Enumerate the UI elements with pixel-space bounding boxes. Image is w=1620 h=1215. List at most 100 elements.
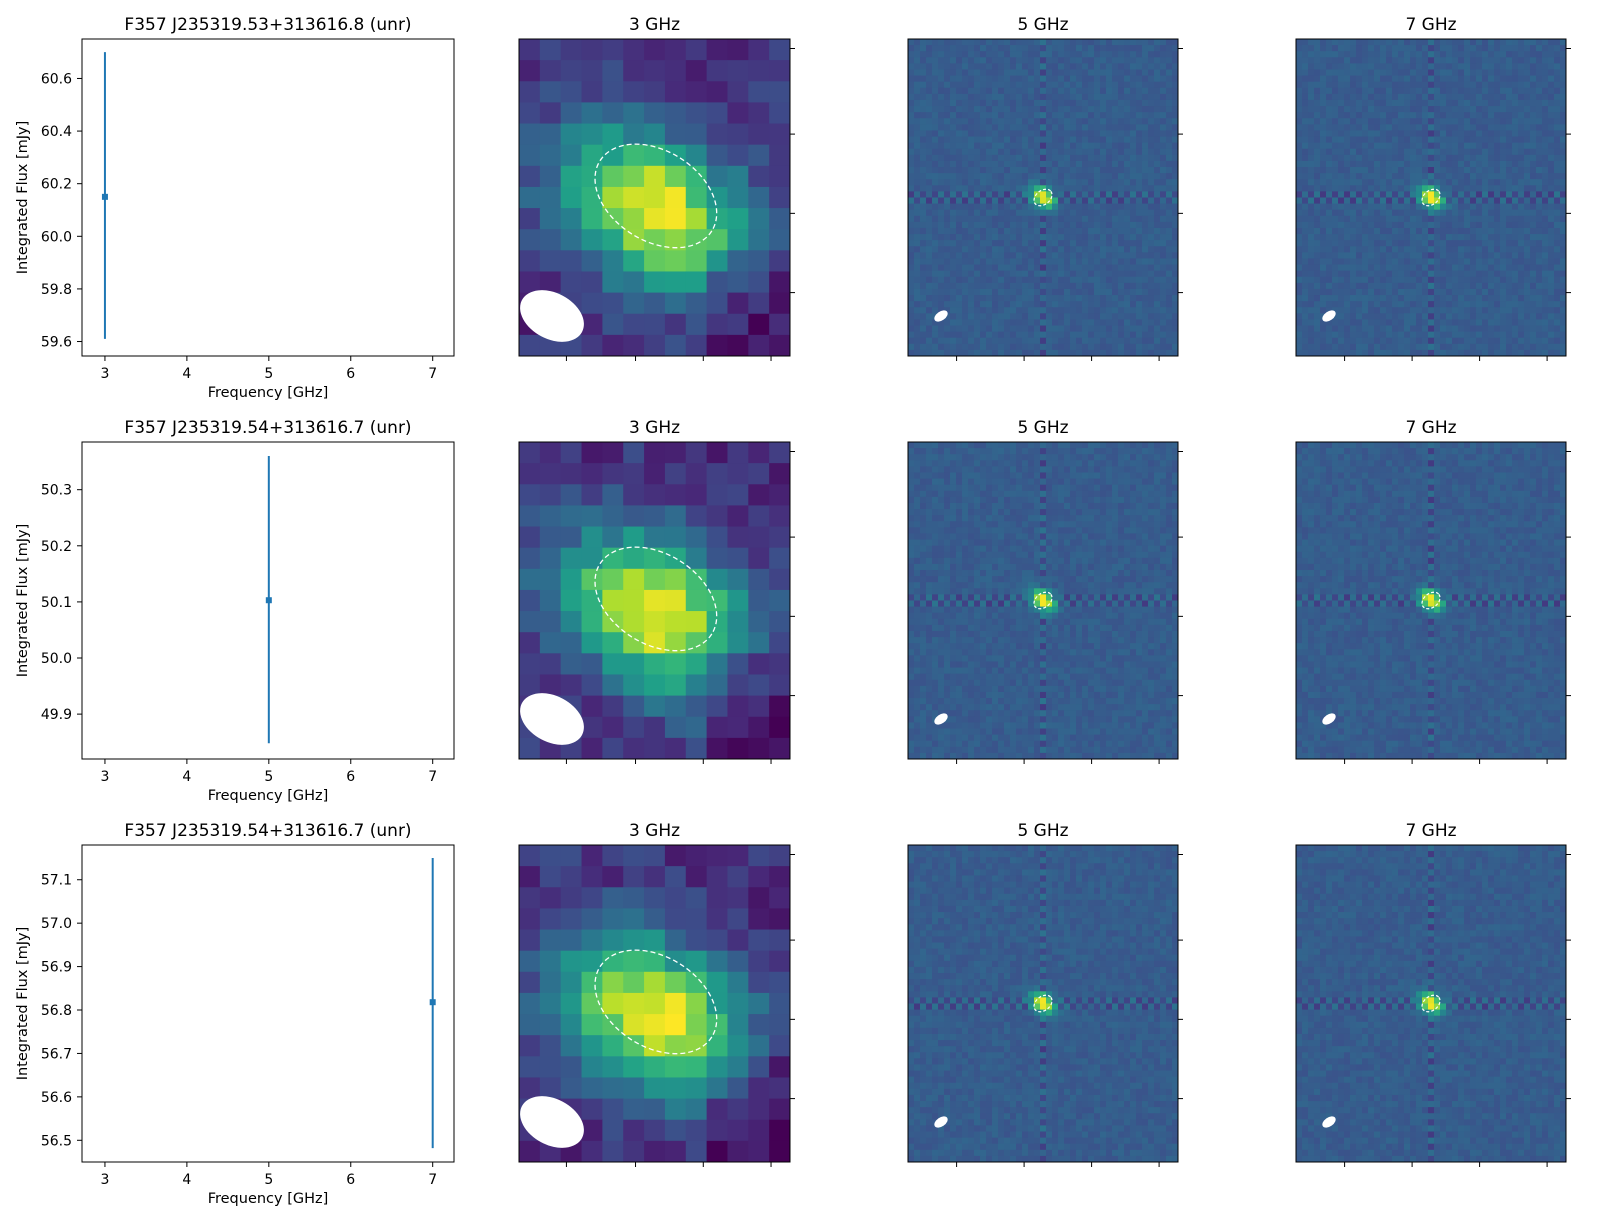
- pixel: [932, 179, 939, 186]
- pixel: [1500, 185, 1507, 193]
- pixel: [1416, 215, 1423, 223]
- pixel: [1154, 331, 1161, 339]
- pixel: [1548, 106, 1555, 113]
- pixel: [1350, 69, 1357, 77]
- pixel: [1530, 295, 1537, 302]
- pixel: [956, 112, 963, 119]
- pixel: [1052, 343, 1059, 351]
- pixel: [1350, 258, 1357, 266]
- pixel: [1118, 276, 1125, 284]
- pixel: [1362, 234, 1369, 241]
- pixel: [1386, 301, 1393, 308]
- pixel: [944, 51, 951, 58]
- pixel: [932, 154, 939, 162]
- pixel: [1536, 57, 1543, 64]
- pixel: [1440, 112, 1447, 119]
- pixel: [974, 185, 981, 193]
- pixel: [962, 154, 969, 162]
- pixel: [1308, 264, 1315, 272]
- pixel: [1296, 331, 1303, 339]
- pixel: [1350, 270, 1357, 278]
- pixel: [1064, 130, 1071, 138]
- pixel: [968, 154, 975, 162]
- pixel: [1422, 227, 1429, 235]
- pixel: [1524, 45, 1531, 52]
- pixel: [1506, 197, 1513, 205]
- pixel: [1094, 295, 1101, 302]
- pixel: [1040, 301, 1047, 308]
- pixel: [1476, 270, 1483, 278]
- pixel: [1052, 154, 1059, 162]
- pixel: [1452, 349, 1459, 356]
- pixel: [1338, 270, 1345, 278]
- pixel: [1488, 337, 1495, 345]
- plot-frame: [81, 38, 455, 357]
- pixel: [1160, 179, 1167, 186]
- pixel: [1124, 93, 1131, 101]
- pixel: [962, 93, 969, 101]
- pixel: [1118, 264, 1125, 272]
- pixel: [1518, 45, 1525, 52]
- pixel: [1088, 87, 1095, 95]
- pixel: [926, 319, 933, 327]
- pixel: [1142, 93, 1149, 101]
- pixel: [1082, 270, 1089, 278]
- pixel: [1512, 179, 1519, 186]
- pixel: [1350, 288, 1357, 296]
- pixel: [1070, 276, 1077, 284]
- pixel: [1172, 337, 1178, 345]
- pixel: [1368, 197, 1375, 205]
- pixel: [1554, 124, 1561, 132]
- pixel: [1470, 185, 1477, 193]
- pixel: [1326, 142, 1333, 150]
- pixel: [1368, 221, 1375, 229]
- pixel: [1380, 288, 1387, 296]
- pixel: [1136, 282, 1143, 290]
- pixel: [908, 130, 915, 138]
- pixel: [1064, 191, 1071, 199]
- pixel: [1386, 124, 1393, 132]
- pixel: [1016, 81, 1023, 89]
- pixel: [1440, 319, 1447, 327]
- pixel: [1070, 45, 1077, 52]
- pixel: [908, 57, 915, 64]
- pixel: [1308, 167, 1315, 174]
- pixel: [944, 331, 951, 339]
- pixel: [1446, 227, 1453, 235]
- pixel: [1500, 106, 1507, 113]
- pixel: [1392, 142, 1399, 150]
- pixel: [1356, 130, 1363, 138]
- pixel: [992, 81, 999, 89]
- pixel: [1148, 319, 1155, 327]
- pixel: [920, 288, 927, 296]
- pixel: [932, 197, 939, 205]
- pixel: [1046, 227, 1053, 235]
- pixel: [1160, 337, 1167, 345]
- pixel: [1130, 57, 1137, 64]
- pixel: [1326, 69, 1333, 77]
- pixel: [992, 240, 999, 247]
- pixel: [1446, 301, 1453, 308]
- pixel: [1362, 99, 1369, 107]
- pixel: [1548, 57, 1555, 64]
- pixel: [1416, 203, 1423, 211]
- pixel: [1118, 81, 1125, 89]
- pixel: [1482, 246, 1489, 253]
- pixel: [1536, 234, 1543, 241]
- pixel: [1344, 313, 1351, 321]
- pixel: [1302, 209, 1309, 217]
- pixel: [1488, 215, 1495, 223]
- pixel: [1034, 209, 1041, 217]
- pixel: [1058, 227, 1065, 235]
- pixel: [1554, 197, 1561, 205]
- pixel: [1542, 240, 1549, 247]
- pixel: [944, 240, 951, 247]
- pixel: [1010, 270, 1017, 278]
- pixel: [1356, 252, 1363, 260]
- pixel: [1136, 112, 1143, 119]
- pixel: [1088, 124, 1095, 132]
- pixel: [727, 165, 749, 188]
- pixel: [1542, 331, 1549, 339]
- pixel: [1118, 99, 1125, 107]
- pixel: [1422, 39, 1429, 46]
